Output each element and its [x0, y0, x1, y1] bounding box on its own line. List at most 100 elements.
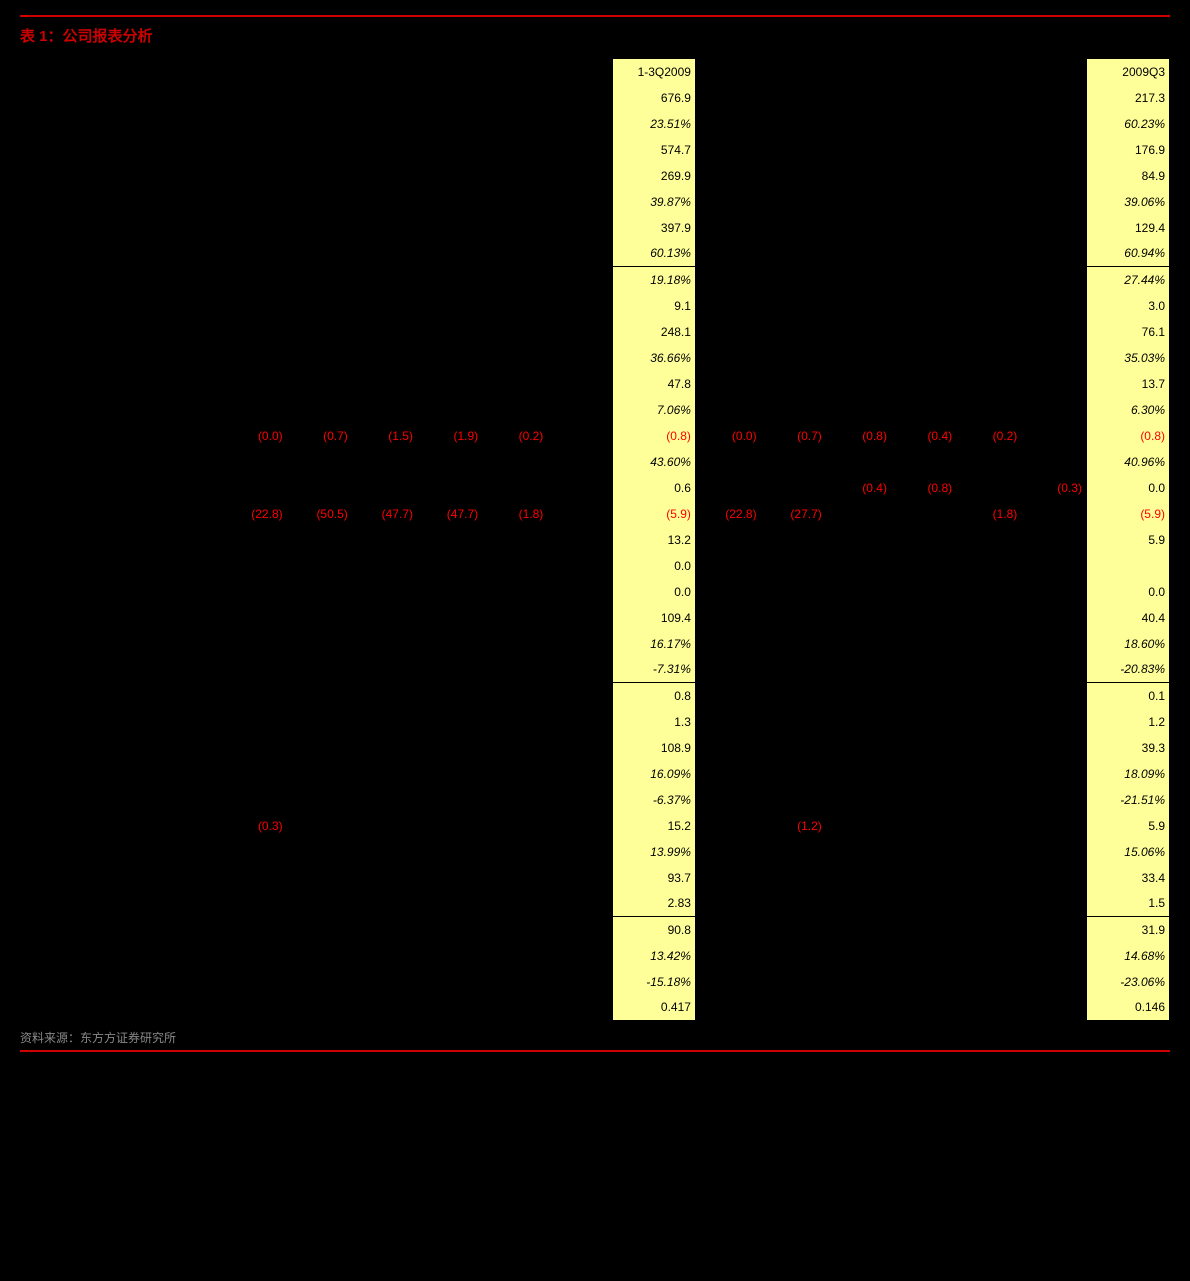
row-label — [20, 917, 221, 943]
summary-cell-left: -7.31% — [612, 657, 695, 683]
summary-cell-left: 574.7 — [612, 137, 695, 163]
table-row: 13.99%15.06% — [20, 839, 1170, 865]
data-cell — [1021, 267, 1086, 293]
data-cell — [891, 683, 956, 709]
row-label — [20, 501, 221, 527]
data-cell — [482, 865, 547, 891]
data-cell — [482, 163, 547, 189]
data-cell — [891, 85, 956, 111]
data-cell — [1021, 501, 1086, 527]
spacer-cell — [547, 501, 612, 527]
data-cell — [482, 241, 547, 267]
data-cell — [956, 293, 1021, 319]
data-cell — [761, 657, 826, 683]
data-cell — [1021, 995, 1086, 1021]
data-cell — [695, 553, 760, 579]
data-cell — [1021, 397, 1086, 423]
data-cell: (1.8) — [956, 501, 1021, 527]
data-cell — [1021, 709, 1086, 735]
spacer-cell — [547, 423, 612, 449]
spacer-cell — [547, 527, 612, 553]
data-cell — [695, 657, 760, 683]
row-label — [20, 943, 221, 969]
data-cell — [891, 59, 956, 85]
table-row: 9.13.0 — [20, 293, 1170, 319]
data-cell — [956, 111, 1021, 137]
table-body: 1-3Q20092009Q3676.9217.323.51%60.23%574.… — [20, 59, 1170, 1021]
data-cell — [761, 631, 826, 657]
data-cell: (0.3) — [1021, 475, 1086, 501]
row-label — [20, 267, 221, 293]
data-cell — [221, 995, 286, 1021]
data-cell — [287, 709, 352, 735]
row-label — [20, 761, 221, 787]
data-cell — [826, 371, 891, 397]
spacer-cell — [547, 371, 612, 397]
data-cell — [482, 137, 547, 163]
data-cell — [417, 215, 482, 241]
summary-cell-right: 84.9 — [1086, 163, 1169, 189]
spacer-cell — [547, 761, 612, 787]
data-cell — [826, 813, 891, 839]
data-cell — [761, 137, 826, 163]
data-cell — [891, 657, 956, 683]
spacer-cell — [547, 293, 612, 319]
data-cell — [287, 553, 352, 579]
data-cell — [221, 345, 286, 371]
data-cell — [826, 891, 891, 917]
summary-cell-left: -6.37% — [612, 787, 695, 813]
data-cell — [695, 293, 760, 319]
data-cell — [287, 137, 352, 163]
row-label — [20, 59, 221, 85]
data-cell — [1021, 657, 1086, 683]
row-label — [20, 735, 221, 761]
data-cell — [956, 527, 1021, 553]
data-cell — [221, 527, 286, 553]
data-cell — [1021, 527, 1086, 553]
data-cell — [482, 969, 547, 995]
row-label — [20, 371, 221, 397]
summary-cell-left: 47.8 — [612, 371, 695, 397]
summary-cell-right: 0.0 — [1086, 579, 1169, 605]
spacer-cell — [547, 605, 612, 631]
data-cell — [826, 137, 891, 163]
data-cell — [221, 839, 286, 865]
data-cell — [761, 215, 826, 241]
table-row: (0.0)(0.7)(1.5)(1.9)(0.2)(0.8)(0.0)(0.7)… — [20, 423, 1170, 449]
row-label — [20, 995, 221, 1021]
table-row: -6.37%-21.51% — [20, 787, 1170, 813]
data-cell — [417, 371, 482, 397]
row-label — [20, 319, 221, 345]
data-cell — [221, 553, 286, 579]
spacer-cell — [547, 839, 612, 865]
data-cell — [221, 605, 286, 631]
data-cell — [352, 371, 417, 397]
data-cell — [761, 267, 826, 293]
data-cell — [826, 215, 891, 241]
data-cell — [695, 865, 760, 891]
data-cell — [482, 553, 547, 579]
data-cell — [826, 59, 891, 85]
summary-cell-right: (5.9) — [1086, 501, 1169, 527]
data-cell — [826, 761, 891, 787]
table-row: 13.42%14.68% — [20, 943, 1170, 969]
data-cell — [221, 917, 286, 943]
summary-cell-left: 23.51% — [612, 111, 695, 137]
data-cell — [482, 813, 547, 839]
spacer-cell — [547, 241, 612, 267]
row-label — [20, 449, 221, 475]
data-cell — [891, 527, 956, 553]
data-cell — [761, 891, 826, 917]
summary-cell-right: (0.8) — [1086, 423, 1169, 449]
data-cell — [891, 839, 956, 865]
data-cell — [417, 267, 482, 293]
data-cell — [287, 85, 352, 111]
data-cell — [891, 605, 956, 631]
summary-cell-left: 13.2 — [612, 527, 695, 553]
data-cell — [287, 813, 352, 839]
data-cell — [695, 735, 760, 761]
summary-cell-left: 0.0 — [612, 579, 695, 605]
data-cell — [417, 995, 482, 1021]
data-cell — [695, 397, 760, 423]
data-cell — [417, 553, 482, 579]
